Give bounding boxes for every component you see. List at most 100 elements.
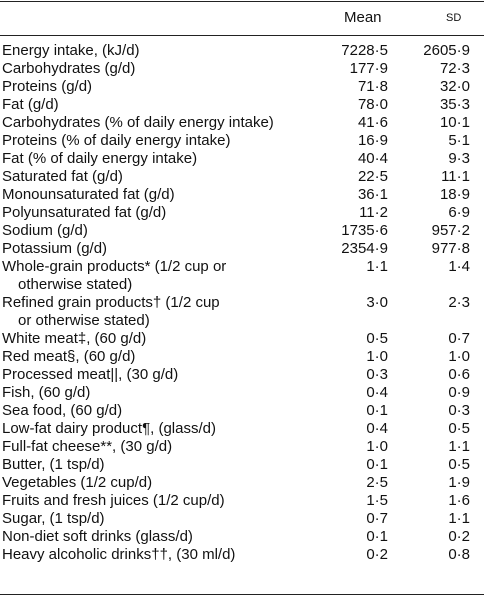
mean-value: 177·9 [349, 60, 388, 77]
mean-value: 1·5 [366, 492, 388, 509]
mean-value: 0·1 [366, 528, 388, 545]
sd-value: 977·8 [431, 240, 470, 257]
table-row: Whole-grain products* (1/2 cup or otherwi… [0, 258, 484, 294]
table-row: White meat‡, (60 g/d) 0·5 0·7 [0, 330, 484, 348]
mean-value: 2·5 [366, 474, 388, 491]
sd-value: 10·1 [439, 114, 470, 131]
sd-value: 6·9 [448, 204, 470, 221]
row-label: Carbohydrates (% of daily energy intake) [2, 114, 274, 131]
table-row: Red meat§, (60 g/d) 1·0 1·0 [0, 348, 484, 366]
table-row: Vegetables (1/2 cup/d) 2·5 1·9 [0, 474, 484, 492]
mean-value: 22·5 [357, 168, 388, 185]
row-label: Whole-grain products* (1/2 cup or [2, 258, 227, 275]
table-body: Energy intake, (kJ/d) 7228·5 2605·9 Carbohy… [0, 42, 484, 564]
row-label: Non-diet soft drinks (glass/d) [2, 528, 193, 545]
row-label: Sodium (g/d) [2, 222, 88, 239]
mean-value: 0·4 [366, 384, 388, 401]
table-row: Processed meat||, (30 g/d) 0·3 0·6 [0, 366, 484, 384]
mean-value: 0·5 [366, 330, 388, 347]
table-row: Sugar, (1 tsp/d) 0·7 1·1 [0, 510, 484, 528]
header-sd: SD [446, 12, 462, 24]
mean-value: 78·0 [357, 96, 388, 113]
table-row: Sodium (g/d) 1735·6 957·2 [0, 222, 484, 240]
table-row: Energy intake, (kJ/d) 7228·5 2605·9 [0, 42, 484, 60]
sd-value: 1·0 [448, 348, 470, 365]
header-rule [0, 35, 484, 36]
table-row: Fat (% of daily energy intake) 40·4 9·3 [0, 150, 484, 168]
sd-value: 35·3 [439, 96, 470, 113]
sd-value: 0·3 [448, 402, 470, 419]
row-label: Fat (% of daily energy intake) [2, 150, 198, 167]
table-row: Carbohydrates (% of daily energy intake)… [0, 114, 484, 132]
top-rule [0, 1, 484, 2]
bottom-rule [0, 594, 484, 595]
row-label: or otherwise stated) [18, 312, 150, 329]
mean-value: 2354·9 [341, 240, 388, 257]
sd-value: 1·1 [448, 438, 470, 455]
mean-value: 0·1 [366, 456, 388, 473]
sd-value: 1·4 [448, 258, 470, 275]
sd-value: 957·2 [431, 222, 470, 239]
table-row: Proteins (g/d) 71·8 32·0 [0, 78, 484, 96]
table-row: Refined grain products† (1/2 cup or other… [0, 294, 484, 330]
row-label: Refined grain products† (1/2 cup [2, 294, 220, 311]
mean-value: 36·1 [357, 186, 388, 203]
table-row: Full-fat cheese**, (30 g/d) 1·0 1·1 [0, 438, 484, 456]
row-label: White meat‡, (60 g/d) [2, 330, 147, 347]
header-mean: Mean [344, 9, 382, 26]
sd-value: 5·1 [448, 132, 470, 149]
table-row: Sea food, (60 g/d) 0·1 0·3 [0, 402, 484, 420]
row-label: Fish, (60 g/d) [2, 384, 91, 401]
row-label: Full-fat cheese**, (30 g/d) [2, 438, 173, 455]
row-label: Butter, (1 tsp/d) [2, 456, 105, 473]
row-label: Sea food, (60 g/d) [2, 402, 123, 419]
table-row: Fat (g/d) 78·0 35·3 [0, 96, 484, 114]
mean-value: 16·9 [357, 132, 388, 149]
row-label: Monounsaturated fat (g/d) [2, 186, 175, 203]
row-label: Proteins (g/d) [2, 78, 93, 95]
row-label: Processed meat||, (30 g/d) [2, 366, 179, 383]
table-row: Butter, (1 tsp/d) 0·1 0·5 [0, 456, 484, 474]
sd-value: 1·9 [448, 474, 470, 491]
sd-value: 0·5 [448, 456, 470, 473]
sd-value: 0·2 [448, 528, 470, 545]
mean-value: 7228·5 [341, 42, 388, 59]
table-row: Saturated fat (g/d) 22·5 11·1 [0, 168, 484, 186]
row-label: otherwise stated) [18, 276, 133, 293]
row-label: Red meat§, (60 g/d) [2, 348, 136, 365]
sd-value: 0·6 [448, 366, 470, 383]
mean-value: 0·1 [366, 402, 388, 419]
table-row: Polyunsaturated fat (g/d) 11·2 6·9 [0, 204, 484, 222]
sd-value: 0·8 [448, 546, 470, 563]
sd-value: 2·3 [448, 294, 470, 311]
table-row: Potassium (g/d) 2354·9 977·8 [0, 240, 484, 258]
row-label: Energy intake, (kJ/d) [2, 42, 140, 59]
table-row: Heavy alcoholic drinks††, (30 ml/d) 0·2 0·… [0, 546, 484, 564]
table-row: Non-diet soft drinks (glass/d) 0·1 0·2 [0, 528, 484, 546]
row-label: Polyunsaturated fat (g/d) [2, 204, 167, 221]
sd-value: 2605·9 [423, 42, 470, 59]
mean-value: 1735·6 [341, 222, 388, 239]
mean-value: 0·3 [366, 366, 388, 383]
row-label: Low-fat dairy product¶, (glass/d) [2, 420, 216, 437]
mean-value: 1·1 [366, 258, 388, 275]
sd-value: 72·3 [439, 60, 470, 77]
mean-value: 1·0 [366, 438, 388, 455]
row-label: Fruits and fresh juices (1/2 cup/d) [2, 492, 225, 509]
row-label: Vegetables (1/2 cup/d) [2, 474, 153, 491]
table-row: Carbohydrates (g/d) 177·9 72·3 [0, 60, 484, 78]
table-row: Monounsaturated fat (g/d) 36·1 18·9 [0, 186, 484, 204]
mean-value: 3·0 [366, 294, 388, 311]
table-row: Fruits and fresh juices (1/2 cup/d) 1·5 1·… [0, 492, 484, 510]
mean-value: 0·2 [366, 546, 388, 563]
row-label: Saturated fat (g/d) [2, 168, 123, 185]
mean-value: 1·0 [366, 348, 388, 365]
mean-value: 0·4 [366, 420, 388, 437]
mean-value: 11·2 [359, 204, 388, 221]
sd-value: 1·6 [448, 492, 470, 509]
mean-value: 40·4 [357, 150, 388, 167]
sd-value: 1·1 [448, 510, 470, 527]
row-label: Fat (g/d) [2, 96, 59, 113]
sd-value: 0·5 [448, 420, 470, 437]
